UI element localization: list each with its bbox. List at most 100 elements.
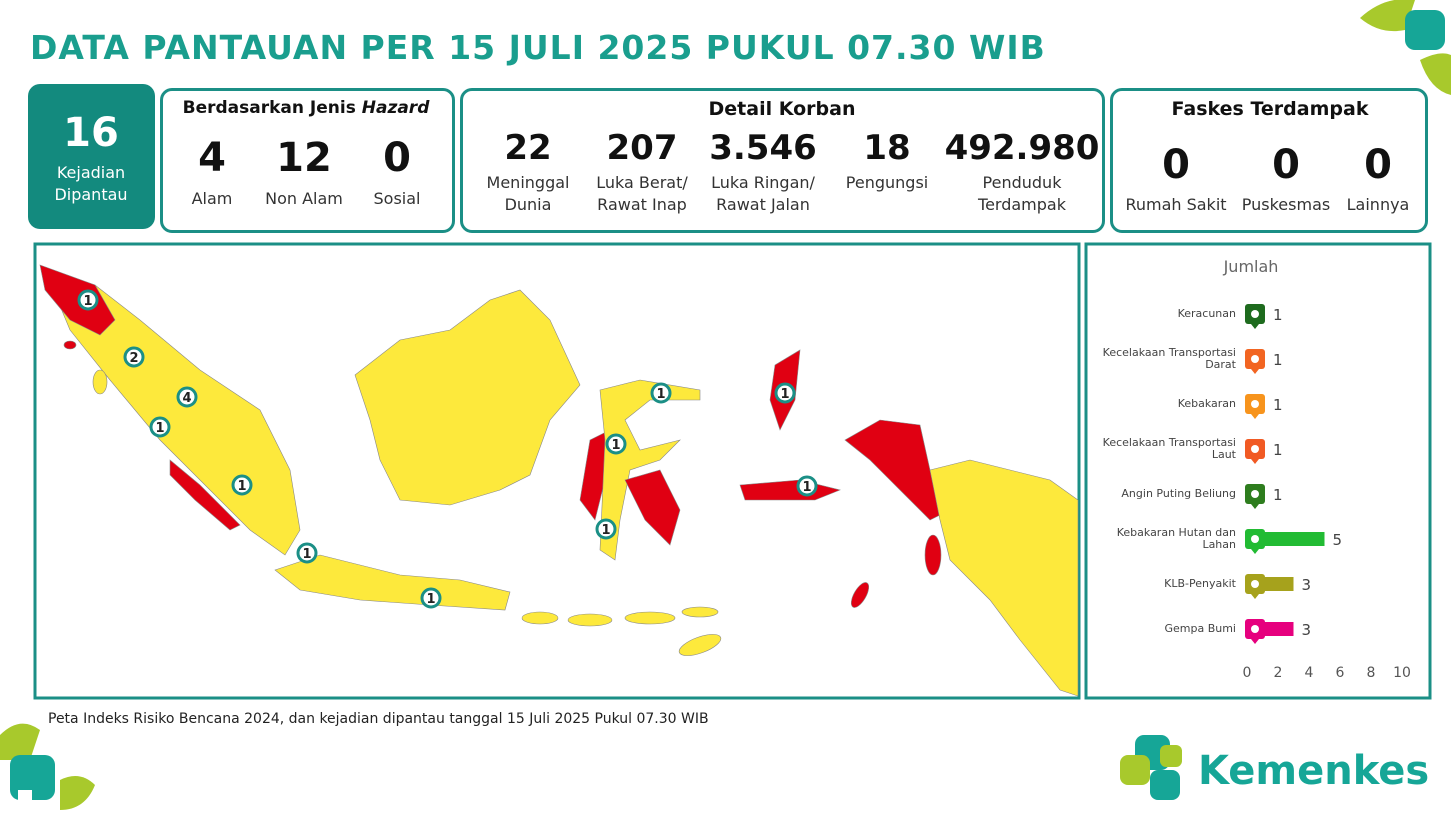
summary-label: Kejadian Dipantau [54,163,128,204]
map-marker-label: 1 [426,592,435,607]
hazard-title-prefix: Berdasarkan Jenis [182,98,356,118]
x-tick-label: 2 [1274,665,1283,681]
category-label: Kebakaran Hutan dan Lahan [1116,526,1236,551]
category-label: Kecelakaan Transportasi Laut [1102,436,1236,461]
map-marker-label: 1 [83,294,92,309]
map-marker-label: 1 [302,547,311,562]
category-icon-glyph [1251,445,1259,453]
map-marker [650,382,672,404]
category-icon-pointer [1251,594,1259,599]
summary-value: 16 [63,110,119,156]
map-marker [123,346,145,368]
map-marker [605,433,627,455]
map-marker [595,518,617,540]
category-icon-pointer [1251,459,1259,464]
hazard-title-emphasis: Hazard [361,98,430,118]
logo-text: Kemenkes [1198,748,1430,794]
value-label: 3 [1302,576,1312,594]
map-marker-label: 1 [155,421,164,436]
stat-value: 492.980 [944,128,1100,168]
value-label: 3 [1302,621,1312,639]
map-marker [176,386,198,408]
stat-value: 0 [1272,142,1300,188]
stat-value: 12 [276,135,332,181]
stat-value: 0 [1162,142,1190,188]
category-icon-glyph [1251,490,1259,498]
stat-label: Pengungsi [845,173,929,192]
map-marker [77,289,99,311]
stat-value: 4 [198,135,226,181]
map-marker-label: 1 [656,387,665,402]
value-label: 5 [1333,531,1343,549]
casualty-card [460,88,1105,233]
stat-label: Alam [191,189,233,208]
category-icon-pointer [1251,414,1259,419]
map-marker [149,416,171,438]
map [39,264,1079,697]
category-label: KLB-Penyakit [1164,577,1236,590]
facility-card [1110,88,1428,233]
category-label: Kebakaran [1177,397,1236,410]
value-label: 1 [1273,396,1283,414]
map-marker [231,474,253,496]
map-marker [774,382,796,404]
stat-label: Sosial [373,189,421,208]
facility-title: Faskes Terdampak [1171,98,1369,120]
x-tick-label: 4 [1305,665,1314,681]
category-icon-glyph [1251,535,1259,543]
summary-card [28,84,155,229]
hazard-title: Berdasarkan Jenis Hazard [183,98,430,118]
map-marker-label: 2 [129,351,138,366]
bar [1247,532,1325,546]
stat-value: 0 [1364,142,1392,188]
category-label: Angin Puting Beliung [1121,487,1236,500]
stat-value: 207 [606,128,678,168]
value-label: 1 [1273,486,1283,504]
stat-label: Luka Ringan/ Rawat Jalan [711,173,815,214]
map-marker-label: 1 [802,480,811,495]
casualty-title: Detail Korban [708,98,856,120]
map-marker-label: 1 [611,438,620,453]
map-marker [420,587,442,609]
stat-label: Meninggal Dunia [486,173,570,214]
stat-label: Penduduk Terdampak [978,173,1066,214]
map-marker [296,542,318,564]
stat-label: Luka Berat/ Rawat Inap [596,173,688,214]
stat-value: 22 [504,128,552,168]
category-icon-glyph [1251,580,1259,588]
x-axis-title: Jumlah [1223,257,1279,276]
category-icon-pointer [1251,324,1259,329]
map-marker-label: 1 [780,387,789,402]
map-marker-label: 1 [237,479,246,494]
page-title: DATA PANTAUAN PER 15 JULI 2025 PUKUL 07.… [30,28,1046,67]
category-icon-glyph [1251,400,1259,408]
category-icon-pointer [1251,549,1259,554]
category-icon-pointer [1251,369,1259,374]
category-icon-glyph [1251,310,1259,318]
stat-label: Lainnya [1346,195,1410,214]
map-marker-label: 1 [601,523,610,538]
category-label: Kecelakaan Transportasi Darat [1102,346,1236,371]
map-marker [796,475,818,497]
stat-value: 18 [863,128,911,168]
category-label: Gempa Bumi [1164,622,1236,635]
stat-label: Puskesmas [1241,195,1331,214]
stat-label: Non Alam [265,189,343,208]
x-tick-label: 0 [1243,665,1252,681]
value-label: 1 [1273,441,1283,459]
value-label: 1 [1273,306,1283,324]
footnote: Peta Indeks Risiko Bencana 2024, dan kej… [48,711,709,727]
category-label: Keracunan [1177,307,1236,320]
stat-value: 3.546 [709,128,817,168]
logo-icon [1120,735,1182,800]
x-tick-label: 10 [1393,665,1411,681]
category-icon-pointer [1251,639,1259,644]
map-marker-label: 4 [182,391,191,406]
category-icon-glyph [1251,625,1259,633]
corner-decor-top [1360,0,1451,95]
category-icon-glyph [1251,355,1259,363]
corner-decor-bottom [0,723,95,810]
